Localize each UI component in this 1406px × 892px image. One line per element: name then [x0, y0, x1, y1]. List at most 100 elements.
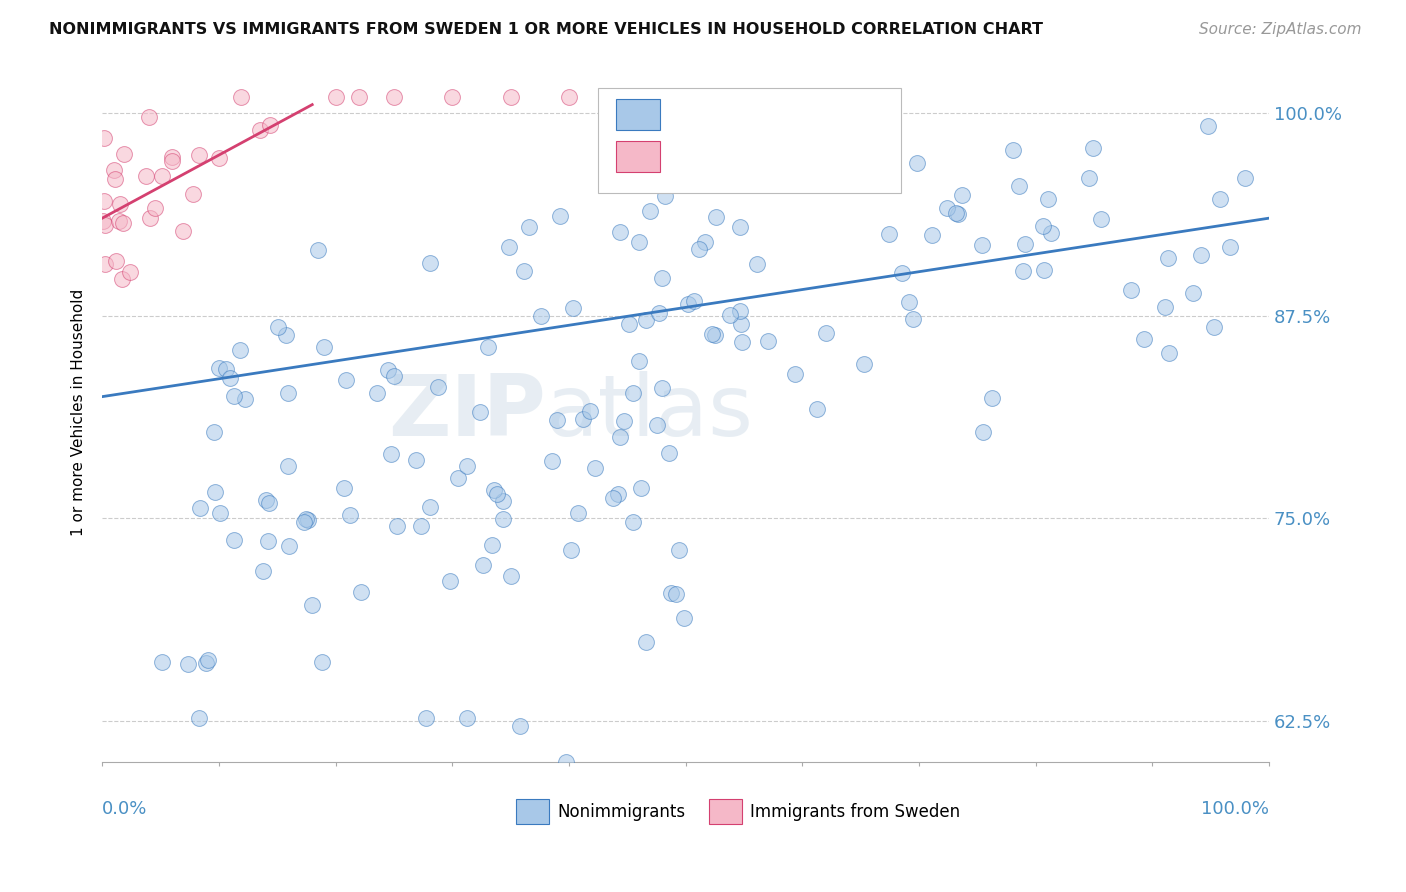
- Point: [583, 461, 606, 475]
- Point: [382, 89, 405, 103]
- Point: [405, 452, 427, 467]
- Point: [172, 224, 194, 238]
- Point: [197, 653, 219, 667]
- Point: [307, 243, 329, 257]
- Point: [891, 266, 914, 280]
- Point: [111, 216, 134, 230]
- Point: [621, 515, 644, 529]
- Point: [879, 113, 901, 128]
- Point: [366, 385, 388, 400]
- Point: [921, 228, 943, 243]
- Point: [509, 719, 531, 733]
- Point: [411, 519, 433, 533]
- Point: [377, 363, 399, 377]
- Point: [627, 353, 650, 368]
- Point: [530, 310, 553, 324]
- Point: [659, 585, 682, 599]
- Point: [202, 425, 225, 439]
- Point: [311, 655, 333, 669]
- Text: R = 0.391   N =  34: R = 0.391 N = 34: [673, 148, 851, 166]
- Point: [120, 265, 142, 279]
- Point: [1154, 300, 1177, 314]
- Point: [602, 491, 624, 505]
- Point: [333, 481, 356, 495]
- Point: [481, 538, 503, 552]
- Point: [1219, 240, 1241, 254]
- Point: [648, 306, 671, 320]
- Point: [499, 568, 522, 582]
- Point: [492, 493, 515, 508]
- Point: [277, 539, 299, 553]
- Point: [1197, 119, 1219, 133]
- Point: [654, 188, 676, 202]
- Point: [482, 483, 505, 497]
- Point: [579, 404, 602, 418]
- Point: [188, 710, 211, 724]
- Point: [785, 367, 807, 381]
- Point: [651, 381, 673, 395]
- Point: [181, 187, 204, 202]
- Text: R = 0.260   N = 156: R = 0.260 N = 156: [673, 106, 855, 124]
- Point: [1090, 212, 1112, 227]
- Point: [477, 340, 499, 354]
- Point: [194, 656, 217, 670]
- Point: [981, 391, 1004, 405]
- Point: [150, 169, 173, 183]
- Text: atlas: atlas: [546, 371, 754, 454]
- Point: [177, 657, 200, 671]
- Point: [1001, 143, 1024, 157]
- Point: [567, 506, 589, 520]
- Point: [222, 389, 245, 403]
- Point: [728, 219, 751, 234]
- Point: [1233, 171, 1256, 186]
- Point: [806, 402, 828, 417]
- Point: [1119, 284, 1142, 298]
- Point: [254, 492, 277, 507]
- Text: ZIP: ZIP: [388, 371, 546, 454]
- Point: [517, 219, 540, 234]
- Point: [492, 511, 515, 525]
- Point: [93, 131, 115, 145]
- Point: [274, 327, 297, 342]
- Point: [204, 485, 226, 500]
- Point: [295, 511, 318, 525]
- Point: [499, 89, 522, 103]
- Point: [513, 264, 536, 278]
- FancyBboxPatch shape: [598, 88, 901, 193]
- Point: [815, 326, 838, 341]
- Point: [703, 328, 725, 343]
- Point: [447, 471, 470, 485]
- Point: [676, 296, 699, 310]
- Point: [93, 194, 115, 208]
- Point: [945, 206, 967, 220]
- Point: [636, 313, 658, 327]
- Point: [259, 496, 281, 510]
- Point: [758, 334, 780, 348]
- Point: [150, 655, 173, 669]
- Point: [662, 118, 685, 132]
- Point: [135, 169, 157, 183]
- Point: [1208, 192, 1230, 206]
- Point: [339, 508, 361, 523]
- Point: [679, 146, 702, 161]
- Point: [277, 458, 299, 473]
- Point: [456, 711, 478, 725]
- Point: [94, 219, 117, 233]
- Point: [558, 89, 581, 103]
- Point: [555, 755, 578, 769]
- Point: [252, 565, 274, 579]
- Point: [1036, 192, 1059, 206]
- Point: [187, 148, 209, 162]
- Point: [456, 459, 478, 474]
- FancyBboxPatch shape: [616, 141, 659, 172]
- Point: [1032, 219, 1054, 233]
- Point: [972, 425, 994, 440]
- Point: [607, 487, 630, 501]
- Point: [609, 225, 631, 239]
- Point: [231, 89, 253, 103]
- Point: [139, 211, 162, 226]
- Point: [935, 201, 957, 215]
- Point: [105, 253, 128, 268]
- Point: [1191, 248, 1213, 262]
- Point: [111, 272, 134, 286]
